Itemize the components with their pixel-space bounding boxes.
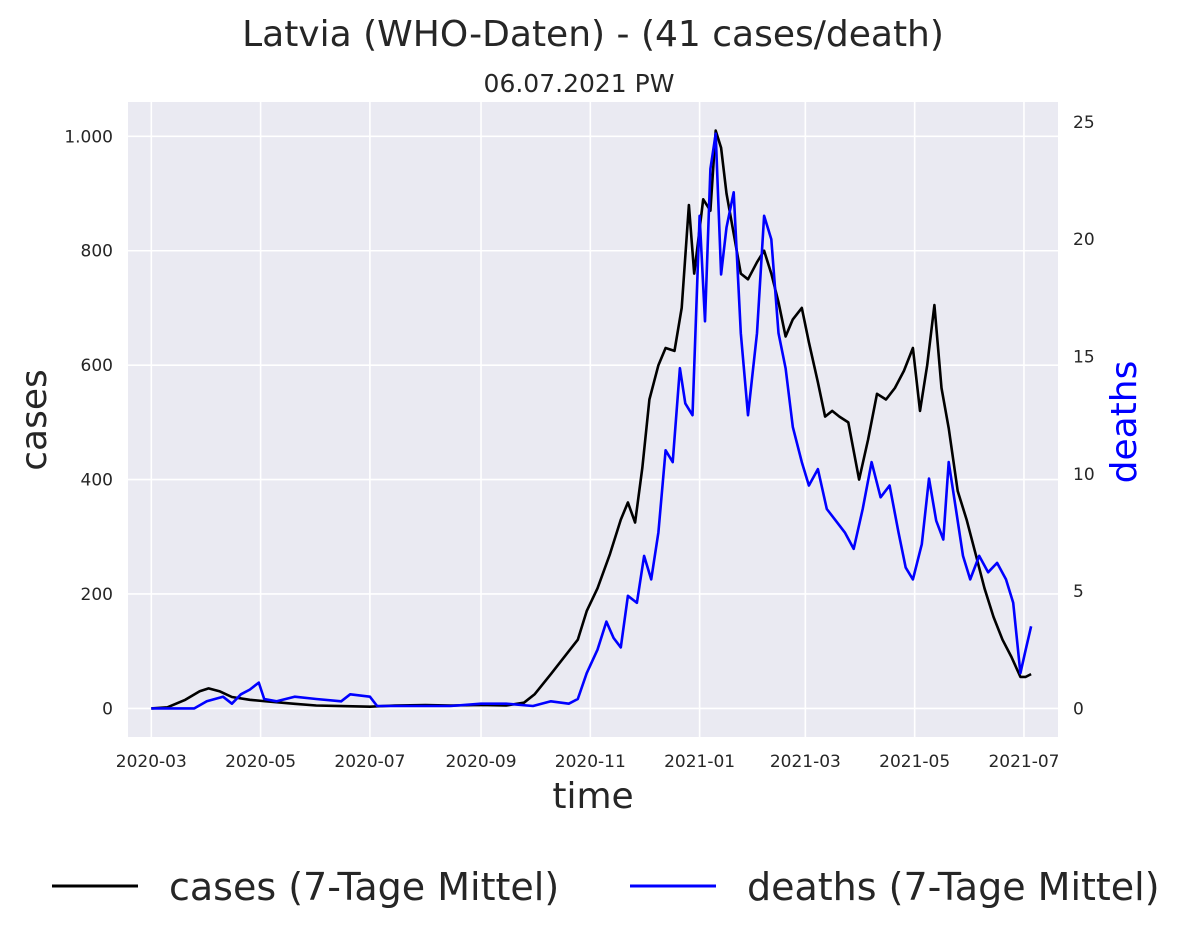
y-left-tick-label: 200 bbox=[81, 585, 113, 605]
x-tick-label: 2021-03 bbox=[770, 752, 841, 772]
x-axis-label: time bbox=[552, 776, 633, 817]
chart-subtitle: 06.07.2021 PW bbox=[484, 69, 675, 98]
x-tick-label: 2020-05 bbox=[225, 752, 296, 772]
chart-title: Latvia (WHO-Daten) - (41 cases/death) bbox=[242, 14, 944, 55]
legend-label-cases: cases (7-Tage Mittel) bbox=[169, 865, 559, 909]
x-tick-label: 2021-01 bbox=[664, 752, 735, 772]
y-right-axis-ticks: 0 5 10 15 20 25 bbox=[1073, 113, 1095, 719]
x-tick-label: 2020-11 bbox=[555, 752, 626, 772]
y-right-tick-label: 15 bbox=[1073, 348, 1095, 368]
legend-label-deaths: deaths (7-Tage Mittel) bbox=[747, 865, 1160, 909]
plot-area bbox=[128, 102, 1058, 737]
x-tick-label: 2021-07 bbox=[988, 752, 1059, 772]
y-right-tick-label: 5 bbox=[1073, 582, 1084, 602]
y-right-axis-label: deaths bbox=[1104, 361, 1145, 484]
y-right-tick-label: 25 bbox=[1073, 113, 1095, 133]
y-left-tick-label: 1.000 bbox=[64, 127, 113, 147]
grid-lines bbox=[128, 102, 1058, 737]
y-right-tick-label: 20 bbox=[1073, 230, 1095, 250]
series-layer bbox=[151, 129, 1033, 710]
y-left-axis-label: cases bbox=[14, 369, 55, 471]
x-axis-ticks: 2020-03 2020-05 2020-07 2020-09 2020-11 2021-… bbox=[116, 752, 1060, 772]
x-tick-label: 2021-05 bbox=[879, 752, 950, 772]
legend: cases (7-Tage Mittel) deaths (7-Tage Mit… bbox=[52, 865, 1160, 909]
x-tick-label: 2020-09 bbox=[445, 752, 516, 772]
y-left-tick-label: 0 bbox=[102, 699, 113, 719]
y-left-tick-label: 800 bbox=[81, 242, 113, 262]
y-left-tick-label: 600 bbox=[81, 356, 113, 376]
x-tick-label: 2020-07 bbox=[334, 752, 405, 772]
x-tick-label: 2020-03 bbox=[116, 752, 187, 772]
series-line-deaths bbox=[151, 132, 1033, 710]
y-right-tick-label: 0 bbox=[1073, 699, 1084, 719]
y-left-axis-ticks: 0 200 400 600 800 1.000 bbox=[64, 127, 113, 719]
y-left-tick-label: 400 bbox=[81, 471, 113, 491]
y-right-tick-label: 10 bbox=[1073, 465, 1095, 485]
